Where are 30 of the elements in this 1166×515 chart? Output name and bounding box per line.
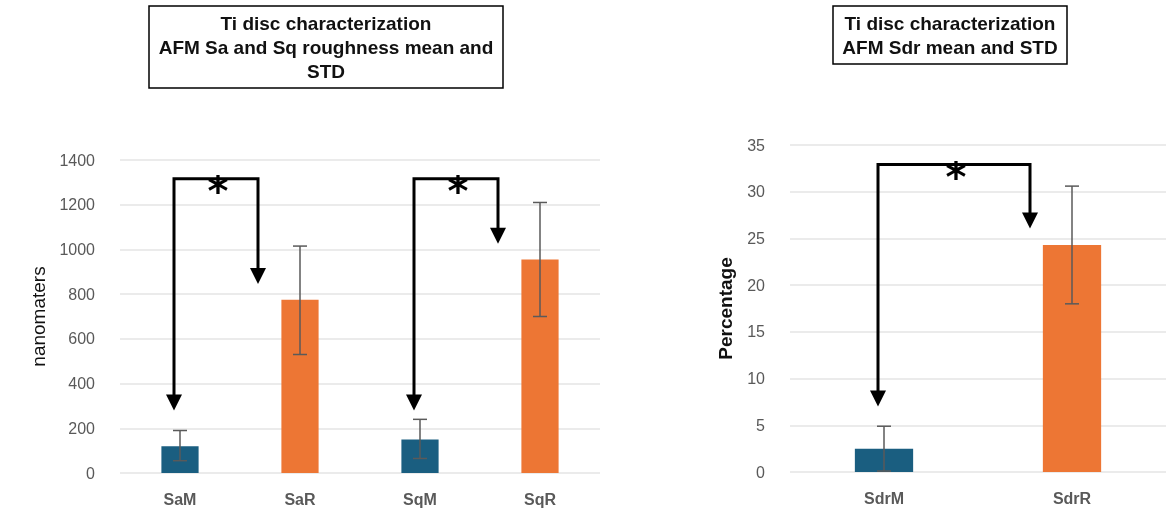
y-tick-label: 35 [747, 136, 766, 154]
x-tick-label: SaM [163, 490, 197, 508]
x-tick-label: SaR [284, 490, 317, 508]
x-tick-label: SqR [524, 490, 557, 508]
y-tick-label: 600 [68, 330, 96, 348]
chart-title: Ti disc characterization AFM Sdr mean and STD [842, 12, 1058, 58]
y-tick-label: 10 [747, 370, 766, 388]
y-tick-label: 20 [747, 276, 766, 294]
y-tick-label: 400 [68, 375, 96, 393]
y-axis-title: nanomaters [28, 266, 49, 367]
bar [161, 446, 199, 473]
bar [521, 259, 559, 473]
y-tick-label: 5 [756, 416, 766, 434]
y-tick-label: 1400 [59, 151, 96, 169]
y-tick-label: 30 [747, 183, 766, 201]
y-tick-label: 25 [747, 229, 766, 247]
x-tick-label: SdrR [1052, 489, 1092, 507]
bar [401, 439, 439, 473]
chart-title: Ti disc characterization AFM Sa and Sq roughness mean and STD [158, 12, 494, 82]
y-tick-label: 1200 [59, 196, 96, 214]
x-tick-label: SqM [403, 490, 437, 508]
bar [281, 299, 319, 473]
y-tick-label: 0 [86, 464, 96, 482]
y-tick-label: 0 [756, 463, 766, 481]
x-tick-label: SdrM [864, 489, 904, 507]
y-tick-label: 200 [68, 419, 96, 437]
y-tick-label: 1000 [59, 240, 96, 258]
y-axis-title: Percentage [715, 257, 736, 360]
y-tick-label: 15 [747, 323, 766, 341]
y-tick-label: 800 [68, 285, 96, 303]
